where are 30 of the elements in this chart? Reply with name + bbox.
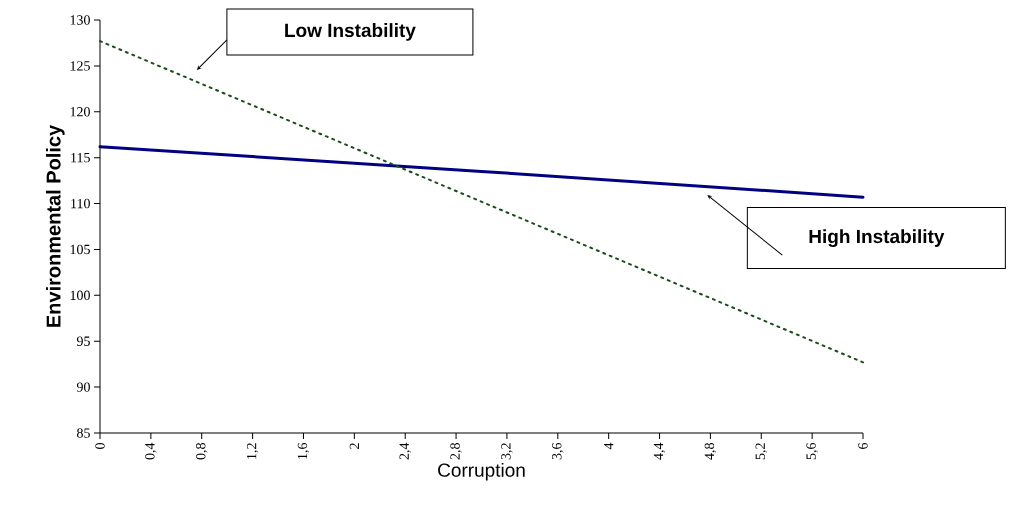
annotation: High Instability [809,229,945,248]
x-axis-title: Corruption [438,462,525,481]
x-tick-label: 2 [349,443,359,449]
x-tick-label: 4 [604,442,614,450]
y-tick-label: 105 [70,244,90,255]
y-tick-label: 90 [76,382,90,392]
y-tick-label: 120 [70,107,90,117]
y-tick-label: 100 [70,290,90,301]
x-tick-label: 0 [95,443,105,449]
x-tick-label: 5,2 [755,443,767,460]
x-tick-label: 2,4 [399,442,411,460]
x-tick-label: 1,2 [246,443,259,459]
x-tick-label: 2,8 [450,443,462,460]
y-axis-title: Environmental Policy [45,124,65,327]
y-tick-label: 95 [76,336,90,346]
x-tick-label: 0,4 [145,442,157,460]
y-tick-label: 130 [70,15,90,25]
y-tick-label: 110 [71,198,90,209]
x-tick-label: 4,4 [653,442,666,460]
y-tick-label: 125 [70,61,90,71]
x-tick-label: 6 [858,442,868,449]
x-tick-label: 3,2 [501,443,513,460]
x-tick-label: 4,8 [704,443,717,460]
y-tick-label: 115 [71,152,90,163]
x-tick-label: 3,6 [552,442,564,460]
x-tick-label: 5,6 [806,442,818,460]
y-tick-label: 85 [77,428,90,438]
x-tick-label: 1,6 [297,442,310,459]
annotation: Low Instability [285,23,416,41]
x-tick-label: 0,8 [196,443,208,460]
